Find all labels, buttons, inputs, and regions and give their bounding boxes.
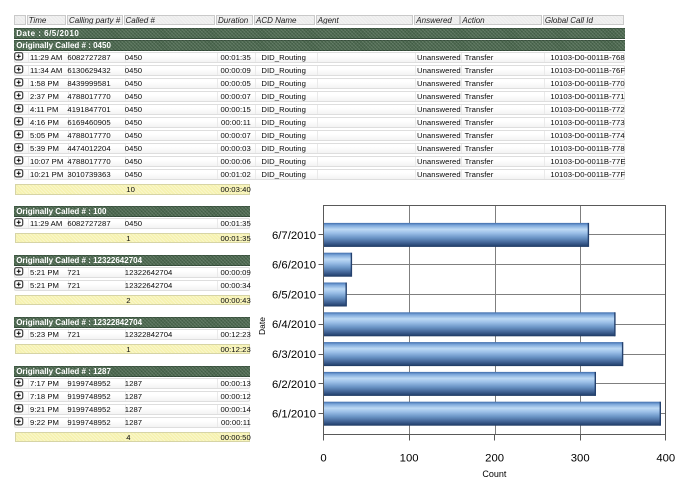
svg-text:6/4/2010: 6/4/2010 — [272, 319, 316, 331]
svg-text:200: 200 — [485, 453, 504, 465]
svg-text:300: 300 — [571, 453, 590, 465]
svg-text:6/5/2010: 6/5/2010 — [272, 289, 316, 301]
svg-text:6/7/2010: 6/7/2010 — [272, 230, 316, 242]
svg-text:100: 100 — [400, 453, 419, 465]
svg-text:Date: Date — [257, 317, 267, 335]
svg-text:0: 0 — [320, 453, 326, 465]
svg-text:400: 400 — [656, 453, 675, 465]
svg-text:Count: Count — [482, 469, 507, 479]
svg-text:6/3/2010: 6/3/2010 — [272, 349, 316, 361]
svg-text:6/1/2010: 6/1/2010 — [272, 409, 316, 421]
svg-text:6/6/2010: 6/6/2010 — [272, 260, 316, 272]
svg-text:6/2/2010: 6/2/2010 — [272, 379, 316, 391]
